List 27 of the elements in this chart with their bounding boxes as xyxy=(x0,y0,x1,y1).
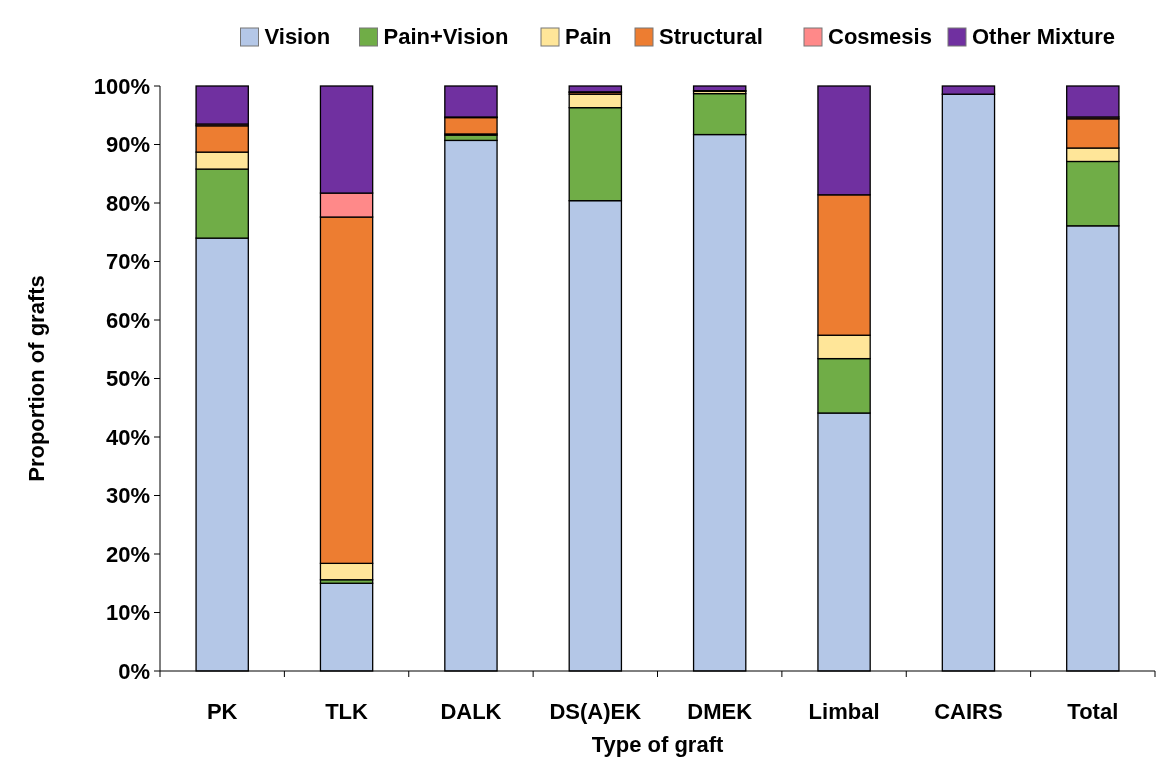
x-tick-label: PK xyxy=(206,699,238,724)
y-tick-label: 80% xyxy=(105,190,150,216)
y-tick-label: 70% xyxy=(105,249,150,275)
x-tick-label: DS(A)EK xyxy=(549,699,642,724)
y-tick-label: 40% xyxy=(105,424,150,450)
y-tick-label: 90% xyxy=(105,132,150,158)
x-tick-label: CAIRS xyxy=(934,699,1003,724)
legend-label: Other Mixture xyxy=(972,24,1116,49)
x-tick-label: DMEK xyxy=(687,699,753,724)
y-tick-label: 100% xyxy=(93,73,150,99)
legend-label: Pain xyxy=(565,24,612,49)
x-tick-label: TLK xyxy=(325,699,369,724)
y-tick-label: 60% xyxy=(105,307,150,333)
y-tick-label: 20% xyxy=(105,541,150,567)
legend-label: Vision xyxy=(264,24,331,49)
y-axis-title: Proportion of grafts xyxy=(24,275,49,482)
legend-label: Pain+Vision xyxy=(383,24,509,49)
legend-label: Structural xyxy=(659,24,763,49)
x-tick-label: Limbal xyxy=(808,699,880,724)
x-tick-label: Total xyxy=(1067,699,1119,724)
y-tick-label: 50% xyxy=(105,366,150,392)
y-tick-label: 30% xyxy=(105,483,150,509)
y-tick-label: 10% xyxy=(105,600,150,626)
x-axis-title: Type of graft xyxy=(591,732,724,757)
x-tick-label: DALK xyxy=(440,699,502,724)
legend-label: Cosmesis xyxy=(828,24,932,49)
y-tick-label: 0% xyxy=(118,658,150,684)
